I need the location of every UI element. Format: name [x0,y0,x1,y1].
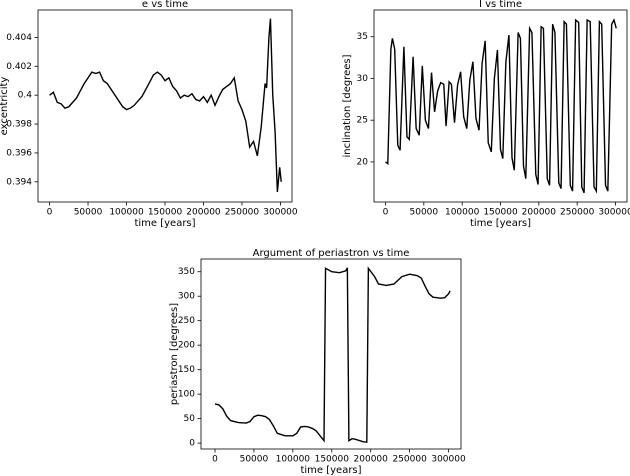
y-tick-label: 300 [178,292,195,302]
y-tick-label: 150 [178,365,195,375]
x-tick-label: 200000 [354,455,389,465]
plot-frame [37,9,293,203]
plot-frame [373,9,628,203]
y-tick-label: 0.394 [6,177,32,187]
chart-title: I vs time [479,0,522,10]
y-tick-label: 0.4 [18,91,33,101]
x-tick-label: 250000 [225,208,260,218]
plot-frame [200,258,462,450]
x-tick-label: 200000 [186,208,221,218]
x-tick-label: 150000 [315,455,350,465]
y-tick-label: 20 [357,157,369,167]
x-axis-label: time [years] [300,465,361,476]
x-tick-label: 0 [47,208,53,218]
x-tick-label: 250000 [392,455,427,465]
y-tick-label: 30 [357,74,369,84]
x-tick-label: 150000 [148,208,183,218]
x-axis-label: time [years] [134,218,195,229]
y-tick-label: 0.398 [6,120,32,130]
y-tick-label: 0.396 [6,148,32,158]
x-tick-label: 300000 [263,208,298,218]
y-tick-label: 0.402 [6,62,32,72]
data-line [214,266,451,443]
x-tick-label: 150000 [483,208,518,218]
x-tick-label: 300000 [598,208,630,218]
x-tick-label: 100000 [109,208,144,218]
x-tick-label: 100000 [276,455,311,465]
y-tick-label: 0 [189,439,195,449]
y-tick-label: 0.404 [6,33,32,43]
x-tick-label: 50000 [240,455,269,465]
x-tick-label: 50000 [410,208,439,218]
y-axis-label: inclination [degrees] [342,54,353,157]
y-tick-label: 350 [178,267,195,277]
x-tick-label: 300000 [431,455,466,465]
x-tick-label: 250000 [560,208,595,218]
y-tick-label: 35 [357,32,368,42]
data-line [49,18,282,192]
x-tick-label: 100000 [445,208,480,218]
y-axis-label: periastron [degrees] [169,303,180,405]
x-tick-label: 50000 [74,208,103,218]
chart-title: Argument of periastron vs time [253,248,410,259]
x-tick-label: 200000 [522,208,557,218]
y-axis-label: excentricity [0,77,10,136]
y-tick-label: 25 [357,116,368,126]
y-tick-label: 250 [178,316,195,326]
y-tick-label: 200 [178,341,195,351]
x-tick-label: 0 [383,208,389,218]
data-line [385,18,617,194]
chart-title: e vs time [142,0,188,10]
y-tick-label: 100 [178,390,195,400]
x-axis-label: time [years] [470,218,531,229]
x-tick-label: 0 [212,455,218,465]
y-tick-label: 50 [184,414,196,424]
